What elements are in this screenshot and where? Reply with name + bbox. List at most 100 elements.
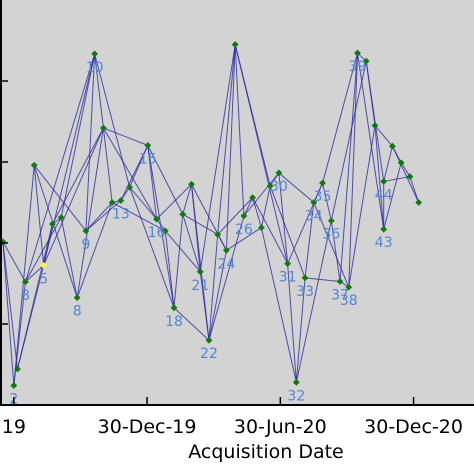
pair-edge <box>260 185 271 228</box>
acquisition-point <box>371 122 379 129</box>
pair-edge <box>313 202 350 288</box>
point-label: 8 <box>73 304 82 320</box>
acquisition-point <box>108 199 116 206</box>
point-label: 9 <box>81 237 90 253</box>
pair-edge <box>147 145 184 215</box>
pair-edge <box>94 53 104 129</box>
pair-edge <box>164 230 201 273</box>
acquisition-point <box>82 227 90 235</box>
x-axis-title: Acquisition Date <box>188 441 344 463</box>
pair-edge <box>25 217 62 283</box>
pair-edge <box>173 307 210 341</box>
pair-edge <box>295 277 306 383</box>
pair-edge <box>409 176 420 203</box>
acquisition-point <box>310 199 318 206</box>
acquisition-point <box>354 49 361 57</box>
pair-edge <box>147 145 175 308</box>
pair-edge <box>129 186 175 308</box>
pair-edge <box>164 230 175 308</box>
point-label: 8 <box>21 288 30 304</box>
x-tick-label: 19 <box>2 416 26 438</box>
acquisition-point <box>214 231 222 238</box>
pair-edge <box>129 145 149 188</box>
pair-edge <box>76 127 104 298</box>
point-label: 43 <box>375 235 393 251</box>
point-label: 24 <box>218 256 236 272</box>
acquisition-point <box>126 183 134 191</box>
pair-edge <box>348 125 376 288</box>
acquisition-point <box>49 220 56 228</box>
point-label: 34 <box>305 209 323 225</box>
pair-edge <box>217 44 236 235</box>
acquisition-point <box>161 227 169 235</box>
point-label: 18 <box>165 314 183 330</box>
pair-edge <box>295 220 332 383</box>
acquisition-point <box>99 124 107 132</box>
acquisition-point <box>257 224 265 232</box>
pair-edge <box>102 127 157 220</box>
acquisition-point <box>284 260 292 268</box>
acquisition-point <box>249 194 257 202</box>
pair-edge <box>2 241 26 283</box>
pair-edge <box>16 223 53 370</box>
pair-edge <box>208 250 227 341</box>
pair-edge <box>400 162 411 177</box>
pair-edge <box>43 127 104 266</box>
acquisition-point <box>144 141 152 149</box>
reference-point <box>40 261 48 269</box>
pair-edge <box>243 172 280 217</box>
acquisition-point <box>266 182 274 190</box>
point-label: 32 <box>287 388 305 404</box>
pair-edge <box>208 234 219 341</box>
pair-edge <box>102 127 113 203</box>
pair-edge <box>2 241 15 386</box>
pair-edge <box>33 165 45 266</box>
acquisition-point <box>231 41 239 48</box>
pair-edge <box>103 127 148 146</box>
pair-edge <box>322 52 358 184</box>
pair-edge <box>60 217 78 298</box>
pair-edge <box>365 61 385 182</box>
axes-layer: 19 30-Dec-19 30-Jun-20 30-Dec-20 <box>0 0 474 438</box>
pair-edge <box>94 53 131 188</box>
acquisition-point <box>397 159 405 167</box>
acquisition-point <box>223 246 230 254</box>
pair-edge <box>305 277 341 282</box>
pair-edge <box>226 227 262 251</box>
pair-edge <box>51 127 104 225</box>
pair-edge <box>217 197 254 235</box>
x-tick-label: 30-Dec-19 <box>98 416 197 438</box>
acquisition-point <box>345 283 353 291</box>
pair-edge <box>383 162 402 230</box>
pair-edge <box>304 202 315 278</box>
pair-edge <box>225 44 236 251</box>
pair-edge <box>2 241 18 370</box>
nodes-layer <box>0 41 423 389</box>
point-label: 30 <box>270 179 288 195</box>
acquisition-point <box>389 142 396 150</box>
pair-edge <box>234 44 245 216</box>
pair-edge <box>252 197 262 228</box>
point-label: 37 <box>331 287 349 303</box>
pair-edge <box>278 172 315 203</box>
plot-background <box>0 0 474 405</box>
acquisition-point <box>10 382 18 389</box>
acquisition-point <box>30 161 38 169</box>
pair-edge <box>374 125 385 230</box>
pair-edge <box>85 53 96 231</box>
pair-edge <box>374 125 393 147</box>
pair-edge <box>217 234 227 251</box>
pair-edge <box>182 213 218 235</box>
x-tick-label: 30-Dec-20 <box>364 416 463 438</box>
point-label: 39 <box>349 59 367 75</box>
point-labels-layer: 2858910131516182122242630313233343536373… <box>9 59 392 408</box>
pair-edge <box>147 145 158 220</box>
point-label: 10 <box>86 60 104 76</box>
point-label: 16 <box>148 225 166 241</box>
pair-edge <box>25 264 45 283</box>
point-label: 13 <box>112 206 130 222</box>
point-label: 15 <box>139 151 157 167</box>
point-label: 31 <box>279 270 297 286</box>
pair-edge <box>13 165 35 386</box>
point-label: 38 <box>340 293 358 309</box>
